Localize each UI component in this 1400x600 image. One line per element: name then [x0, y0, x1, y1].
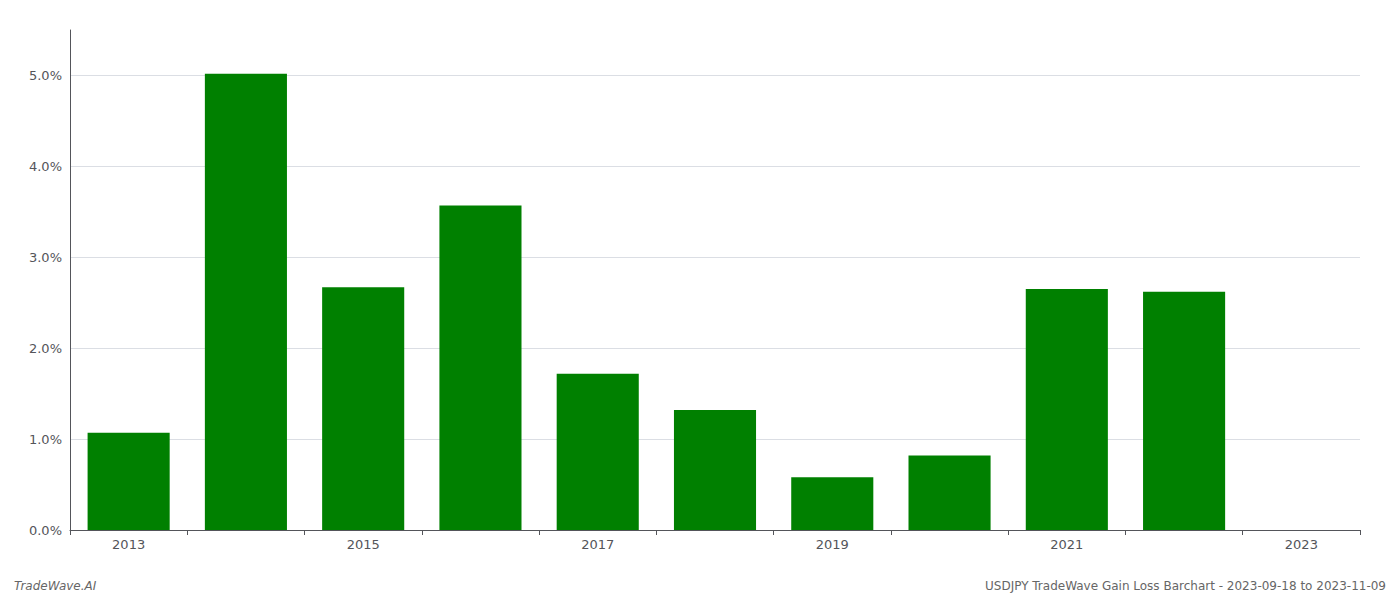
svg-text:2021: 2021 [1050, 537, 1083, 552]
svg-text:2023: 2023 [1285, 537, 1318, 552]
svg-text:USDJPY TradeWave Gain Loss Bar: USDJPY TradeWave Gain Loss Barchart - 20… [985, 579, 1386, 593]
svg-text:2013: 2013 [112, 537, 145, 552]
svg-text:5.0%: 5.0% [29, 68, 62, 83]
svg-text:2015: 2015 [347, 537, 380, 552]
svg-text:2019: 2019 [816, 537, 849, 552]
svg-text:3.0%: 3.0% [29, 250, 62, 265]
svg-text:2.0%: 2.0% [29, 341, 62, 356]
svg-text:1.0%: 1.0% [29, 432, 62, 447]
svg-text:4.0%: 4.0% [29, 159, 62, 174]
svg-text:2017: 2017 [581, 537, 614, 552]
svg-text:0.0%: 0.0% [29, 523, 62, 538]
svg-text:TradeWave.AI: TradeWave.AI [14, 579, 97, 593]
